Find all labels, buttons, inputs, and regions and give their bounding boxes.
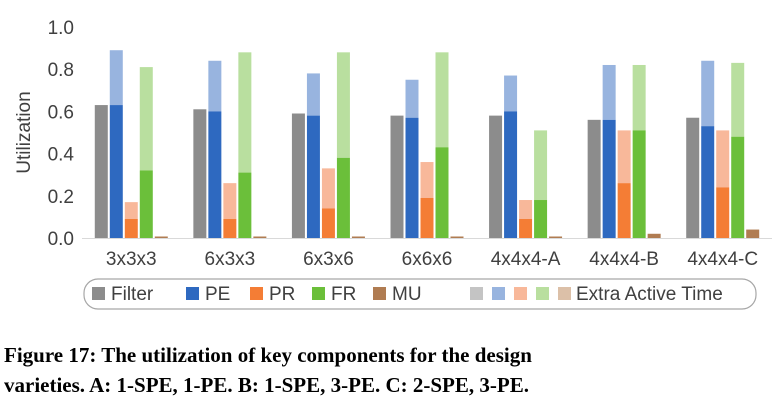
bar-pe bbox=[504, 111, 518, 238]
bar-filter bbox=[686, 117, 700, 238]
x-tick-label: 6x3x3 bbox=[205, 249, 256, 270]
bar-extra-pe bbox=[208, 60, 222, 112]
x-tick-label: 6x6x6 bbox=[402, 249, 453, 270]
legend-swatch-extra bbox=[470, 287, 483, 300]
chart-legend: Filter PE PR FR MU Extra Active Time bbox=[83, 278, 757, 310]
bar-filter bbox=[390, 115, 404, 238]
bar-pr bbox=[716, 187, 730, 238]
bar-fr bbox=[731, 136, 745, 238]
x-tick-label: 3x3x3 bbox=[106, 249, 157, 270]
x-tick-label: 4x4x4-B bbox=[589, 249, 659, 270]
bar-mu bbox=[253, 236, 267, 238]
bar-mu bbox=[351, 236, 365, 238]
caption-line-2: varieties. A: 1-SPE, 1-PE. B: 1-SPE, 3-P… bbox=[4, 373, 529, 397]
bar-fr bbox=[139, 170, 153, 238]
legend-swatch-pr bbox=[250, 287, 263, 300]
legend-label-filter: Filter bbox=[111, 284, 154, 305]
bar-extra-fr bbox=[139, 67, 153, 171]
x-tick-label: 4x4x4-C bbox=[687, 249, 758, 270]
y-tick-label: 1.0 bbox=[48, 18, 74, 39]
bar-filter bbox=[291, 113, 305, 238]
legend-swatch-extra bbox=[514, 287, 527, 300]
legend-label-pr: PR bbox=[269, 284, 295, 305]
bar-extra-fr bbox=[632, 64, 646, 131]
legend-swatch-fr bbox=[312, 287, 325, 300]
y-tick-label: 0.8 bbox=[48, 60, 74, 81]
bar-filter bbox=[587, 119, 601, 238]
bar-pe bbox=[306, 115, 320, 238]
legend-swatch-extra bbox=[536, 287, 549, 300]
bar-extra-pr bbox=[519, 200, 533, 220]
bar-pe bbox=[208, 111, 222, 238]
bar-extra-pr bbox=[617, 130, 631, 184]
bar-extra-pe bbox=[306, 73, 320, 116]
bar-mu bbox=[549, 236, 563, 238]
bar-fr bbox=[435, 147, 449, 238]
bar-extra-fr bbox=[435, 52, 449, 148]
bar-pr bbox=[420, 197, 434, 238]
legend-swatch-filter bbox=[92, 287, 105, 300]
utilization-chart: 0.0 0.2 0.4 0.6 0.8 1.0 Utilization 3x3x3 6x3x3 6… bbox=[14, 18, 772, 310]
y-axis-title: Utilization bbox=[14, 91, 35, 173]
bar-mu bbox=[450, 236, 464, 238]
bar-extra-pe bbox=[504, 75, 518, 112]
bar-extra-pr bbox=[716, 130, 730, 188]
bar-extra-pr bbox=[124, 202, 138, 220]
chart-bars bbox=[94, 50, 760, 238]
bar-pe bbox=[405, 117, 419, 238]
y-tick-label: 0.6 bbox=[48, 102, 74, 123]
bar-extra-fr bbox=[238, 52, 252, 173]
bar-pe bbox=[602, 119, 616, 238]
bar-fr bbox=[534, 200, 548, 238]
bar-mu bbox=[154, 236, 168, 238]
bar-extra-pr bbox=[223, 183, 237, 220]
bar-extra-fr bbox=[336, 52, 350, 158]
legend-swatch-mu bbox=[373, 287, 386, 300]
legend-swatch-pe bbox=[186, 287, 199, 300]
caption-line-1: Figure 17: The utilization of key compon… bbox=[4, 343, 532, 367]
legend-frame bbox=[83, 278, 757, 310]
bar-pr bbox=[321, 208, 335, 238]
bar-pr bbox=[124, 219, 138, 238]
legend-label-pe: PE bbox=[205, 284, 230, 305]
bar-extra-pe bbox=[701, 60, 715, 127]
bar-pr bbox=[519, 219, 533, 238]
legend-label-fr: FR bbox=[331, 284, 356, 305]
bar-mu bbox=[746, 229, 760, 238]
bar-mu bbox=[647, 233, 661, 238]
legend-label-extra-active-time: Extra Active Time bbox=[576, 284, 723, 305]
y-tick-label: 0.4 bbox=[48, 145, 75, 166]
bar-pe bbox=[701, 126, 715, 238]
bar-extra-pe bbox=[405, 79, 419, 118]
bar-fr bbox=[632, 130, 646, 238]
legend-swatch-extra bbox=[492, 287, 505, 300]
bar-pe bbox=[109, 105, 123, 238]
legend-swatch-extra bbox=[558, 287, 571, 300]
bar-extra-pe bbox=[602, 64, 616, 120]
bar-extra-pr bbox=[321, 168, 335, 209]
bar-extra-pe bbox=[109, 50, 123, 106]
bar-filter bbox=[94, 105, 108, 238]
bar-pr bbox=[223, 219, 237, 238]
x-tick-label: 4x4x4-A bbox=[491, 249, 561, 270]
bar-fr bbox=[238, 172, 252, 238]
bar-extra-pr bbox=[420, 162, 434, 198]
figure-caption: Figure 17: The utilization of key compon… bbox=[4, 340, 779, 400]
bar-filter bbox=[489, 115, 503, 238]
chart-axes: 0.0 0.2 0.4 0.6 0.8 1.0 Utilization 3x3x3 6x3x3 6… bbox=[14, 18, 772, 270]
bar-extra-fr bbox=[534, 130, 548, 201]
bar-extra-fr bbox=[731, 62, 745, 137]
y-tick-label: 0.2 bbox=[48, 187, 74, 208]
legend-label-mu: MU bbox=[392, 284, 422, 305]
x-tick-label: 6x3x6 bbox=[303, 249, 354, 270]
bar-fr bbox=[336, 157, 350, 238]
bar-filter bbox=[193, 109, 207, 238]
bar-pr bbox=[617, 183, 631, 238]
y-tick-label: 0.0 bbox=[48, 229, 74, 250]
